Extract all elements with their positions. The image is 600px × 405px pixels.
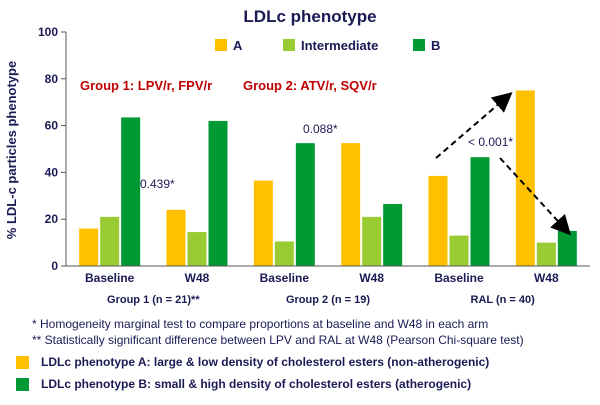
bar-b xyxy=(470,157,490,266)
chart-legend: A Intermediate B xyxy=(215,38,440,53)
bar-b xyxy=(383,203,403,266)
footnote-homogeneity: * Homogeneity marginal test to compare p… xyxy=(32,317,489,331)
ldlc-bar-chart: LDLc phenotype % LDL-c particles phenoty… xyxy=(4,7,590,306)
x-tick-label: W48 xyxy=(534,271,559,285)
y-tick-label: 20 xyxy=(45,212,59,226)
legend-label-b: B xyxy=(431,38,440,53)
legend-label-intermediate: Intermediate xyxy=(301,38,378,53)
bar-a xyxy=(515,90,535,266)
pvalue-ral: < 0.001* xyxy=(468,135,513,149)
bar-a xyxy=(253,180,273,266)
legend-label-a: A xyxy=(233,38,243,53)
y-tick-label: 80 xyxy=(45,72,59,86)
bar-a xyxy=(166,209,186,266)
arrow-down-ral xyxy=(499,157,572,236)
legend-swatch-intermediate xyxy=(283,39,295,51)
y-tick-label: 0 xyxy=(51,259,58,273)
bar-intermediate xyxy=(449,235,469,266)
group-label: Group 2 (n = 19) xyxy=(286,294,370,306)
bar-a xyxy=(428,175,448,266)
bar-intermediate xyxy=(536,242,556,266)
x-tick-label: W48 xyxy=(359,271,384,285)
legend-note-swatch-b xyxy=(16,377,29,391)
legend-note-a: LDLc phenotype A: large & low density of… xyxy=(16,355,489,369)
bar-a xyxy=(341,143,361,266)
chart-title: LDLc phenotype xyxy=(243,7,376,26)
bar-intermediate xyxy=(274,241,294,266)
group-label: RAL (n = 40) xyxy=(471,294,536,306)
legend-note-swatch-a xyxy=(16,355,29,369)
bar-b xyxy=(208,120,228,266)
bar-intermediate xyxy=(362,216,382,266)
group-label: Group 1 (n = 21)** xyxy=(107,294,200,306)
x-tick-label: Baseline xyxy=(85,271,135,285)
legend-note-b: LDLc phenotype B: small & high density o… xyxy=(16,377,471,391)
legend-note-text-a: LDLc phenotype A: large & low density of… xyxy=(41,355,490,369)
bar-intermediate xyxy=(187,232,207,266)
x-tick-label: W48 xyxy=(185,271,210,285)
y-axis-ticks: 0 20 40 60 80 100 xyxy=(38,25,66,273)
y-tick-label: 100 xyxy=(38,25,58,39)
pvalue-group-2: 0.088* xyxy=(303,122,338,136)
x-tick-label: Baseline xyxy=(434,271,484,285)
bar-a xyxy=(79,228,99,266)
footnote-significance: ** Statistically significant difference … xyxy=(32,333,524,347)
x-axis-categories: Baseline W48 Baseline W48 Baseline W48 xyxy=(85,271,559,285)
y-tick-label: 60 xyxy=(45,119,59,133)
group-2-headline: Group 2: ATV/r, SQV/r xyxy=(243,78,377,93)
bar-intermediate xyxy=(100,216,120,266)
legend-swatch-a xyxy=(215,39,227,51)
legend-swatch-b xyxy=(413,39,425,51)
x-tick-label: Baseline xyxy=(260,271,310,285)
y-tick-label: 40 xyxy=(45,165,59,179)
y-axis-label: % LDL-c particles phenotype xyxy=(4,61,19,239)
pvalue-group-1: 0.439* xyxy=(140,177,175,191)
bars xyxy=(79,90,577,266)
legend-note-text-b: LDLc phenotype B: small & high density o… xyxy=(41,377,472,391)
x-axis-groups: Group 1 (n = 21)** Group 2 (n = 19) RAL (n… xyxy=(107,294,535,306)
group-1-headline: Group 1: LPV/r, FPV/r xyxy=(80,78,212,93)
arrow-up-ral xyxy=(435,92,513,159)
bar-b xyxy=(295,143,315,266)
bar-b xyxy=(557,230,577,266)
bar-b xyxy=(121,117,141,266)
